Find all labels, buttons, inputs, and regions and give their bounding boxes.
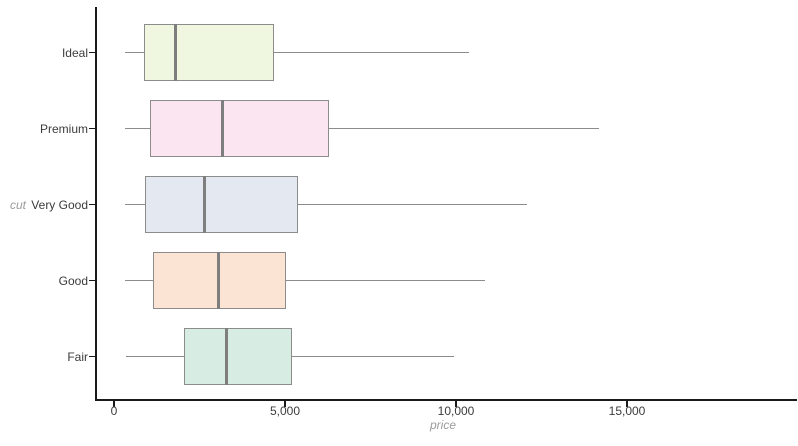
whisker-high [273, 51, 469, 54]
whisker-high [297, 203, 527, 206]
y-tick-label: Very Good [31, 197, 88, 212]
y-tick-mark [89, 279, 95, 282]
x-tick-label: 15,000 [608, 404, 646, 418]
x-tick-label: 5,000 [269, 404, 301, 418]
y-axis-title: cut [9, 197, 26, 212]
whisker-high [285, 279, 486, 282]
median-line [224, 328, 228, 385]
y-tick-mark [89, 355, 95, 358]
median-line [203, 176, 207, 233]
whisker-high [329, 127, 599, 130]
whisker-low [125, 355, 185, 358]
y-tick-label: Premium [39, 121, 88, 136]
median-line [221, 100, 225, 157]
box-premium [149, 100, 330, 157]
whisker-low [125, 279, 154, 282]
box-ideal [144, 24, 274, 81]
x-tick-label: 10,000 [437, 404, 475, 418]
whisker-high [292, 355, 454, 358]
y-tick-mark [89, 203, 95, 206]
y-axis-line [95, 7, 97, 401]
whisker-low [125, 51, 145, 54]
box-fair [184, 328, 293, 385]
x-tick-label: 0 [110, 404, 118, 418]
x-tick-mark [284, 401, 286, 407]
y-tick-mark [89, 127, 95, 130]
x-tick-mark [455, 401, 457, 407]
y-tick-mark [89, 51, 95, 54]
whisker-low [125, 127, 150, 130]
x-axis-title: price [429, 418, 457, 432]
x-axis-line [95, 399, 797, 401]
x-tick-mark [113, 401, 115, 407]
y-tick-label: Good [58, 273, 88, 288]
y-tick-label: Ideal [61, 45, 88, 60]
x-tick-mark [626, 401, 628, 407]
median-line [174, 24, 178, 81]
y-tick-label: Fair [67, 349, 88, 364]
whisker-low [125, 203, 146, 206]
box-very-good [145, 176, 298, 233]
median-line [216, 252, 220, 309]
